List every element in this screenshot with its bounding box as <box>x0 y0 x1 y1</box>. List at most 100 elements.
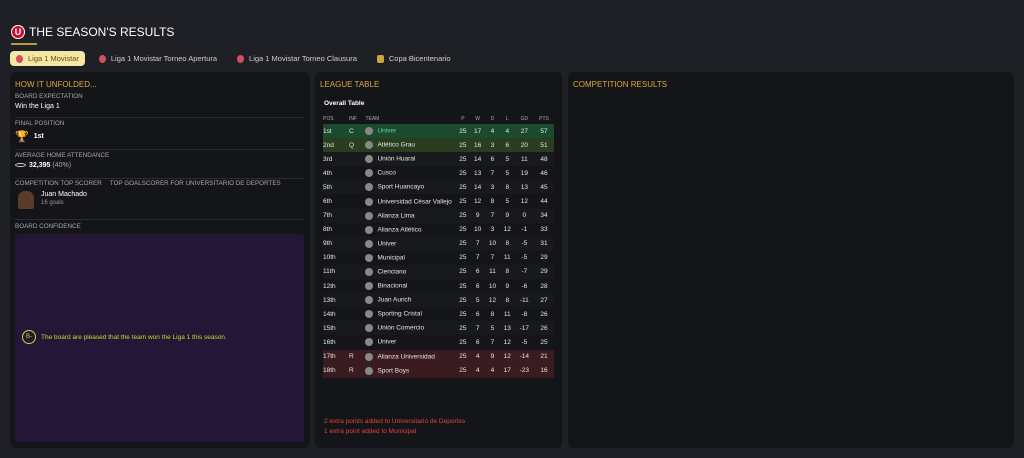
team-crest-icon <box>365 338 374 347</box>
cell[interactable]: Sporting Cristal <box>365 307 455 321</box>
tab-3[interactable]: Copa Bicentenario <box>371 51 457 66</box>
team-name[interactable]: Alianza Lima <box>377 212 415 220</box>
team-name[interactable]: Sport Boys <box>377 367 410 375</box>
table-row[interactable]: 6th Universidad César Vallejo 25 12 8 5 12 44 <box>323 194 554 208</box>
cell[interactable]: Alianza Atlético <box>365 223 455 237</box>
column-header[interactable]: TEAM <box>365 116 380 122</box>
cell: 17 <box>470 124 486 139</box>
team-name[interactable]: Alianza Universidad <box>377 353 435 361</box>
table-row[interactable]: 14th Sporting Cristal 25 6 8 11 -8 26 <box>323 307 554 321</box>
team-crest-icon <box>365 267 374 276</box>
cell: 10 <box>485 236 500 251</box>
cell: 12 <box>485 293 500 308</box>
column-header[interactable]: D <box>490 116 495 122</box>
team-name[interactable]: Cienciano <box>377 268 407 276</box>
tab-0[interactable]: Liga 1 Movistar <box>10 51 85 66</box>
team-name[interactable]: Atlético Grau <box>377 141 416 149</box>
cell: 7 <box>490 338 495 346</box>
team-name[interactable]: Juan Aurich <box>377 296 412 304</box>
team-name[interactable]: Sporting Cristal <box>377 310 422 318</box>
competition-tabs: Liga 1 Movistar Liga 1 Movistar Torneo Ap… <box>10 51 457 66</box>
column-header[interactable]: PTS <box>539 116 549 122</box>
cell: 57 <box>533 124 554 139</box>
team-name[interactable]: Unión Comercio <box>377 325 425 333</box>
table-row[interactable]: 16th Univer 25 6 7 12 -5 25 <box>323 335 554 349</box>
team-name[interactable]: Binacional <box>377 282 408 290</box>
column-header[interactable]: GD <box>520 116 529 122</box>
cell: 12th <box>323 282 336 290</box>
cell: 44 <box>540 198 548 206</box>
cell[interactable]: Municipal <box>365 251 455 265</box>
table-row[interactable]: 5th Sport Huancayo 25 14 3 8 13 45 <box>323 180 554 195</box>
cell[interactable]: Juan Aurich <box>365 293 456 308</box>
tab-1[interactable]: Liga 1 Movistar Torneo Apertura <box>93 51 223 66</box>
table-row[interactable]: 12th Binacional 25 6 10 9 -6 28 <box>323 279 554 293</box>
board-expectation: BOARD EXPECTATION Win the Liga 1 <box>15 93 304 118</box>
cell[interactable]: Sport Boys <box>365 363 456 378</box>
column-header[interactable]: L <box>505 116 509 122</box>
table-row[interactable]: 11th Cienciano 25 6 11 8 -7 29 <box>323 264 554 280</box>
cell[interactable]: Unión Huaral <box>365 152 456 167</box>
column-header[interactable]: P <box>461 116 465 122</box>
cell: R <box>348 349 366 364</box>
team-crest-icon <box>365 282 374 291</box>
team-name[interactable]: Univer <box>377 240 397 248</box>
table-row[interactable]: 9th Univer 25 7 10 8 -5 31 <box>323 236 554 251</box>
table-row[interactable]: 4th Cusco 25 13 7 5 19 46 <box>323 166 554 180</box>
home-attendance: AVERAGE HOME ATTENDANCE 32,395 (40%) <box>15 152 304 179</box>
team-name[interactable]: Universidad César Vallejo <box>377 198 452 206</box>
team-name[interactable]: Unión Huaral <box>377 155 416 163</box>
cell[interactable]: Univer <box>365 335 455 349</box>
cell: 28 <box>540 282 548 290</box>
player-name[interactable]: Juan Machado <box>41 191 87 198</box>
table-row[interactable]: 2nd Q Atlético Grau 25 16 3 6 20 51 <box>323 138 554 153</box>
table-row[interactable]: 8th Alianza Atlético 25 10 3 12 -1 33 <box>323 223 554 237</box>
cell[interactable]: Cienciano <box>365 264 456 280</box>
column-header[interactable]: POS <box>323 116 334 122</box>
cell[interactable]: Binacional <box>365 279 455 293</box>
column-header[interactable]: INF <box>348 116 357 122</box>
table-row[interactable]: 18th R Sport Boys 25 4 4 17 -23 16 <box>323 363 554 378</box>
label: FINAL POSITION <box>15 120 65 127</box>
cell: 9th <box>323 236 349 251</box>
cell: -8 <box>521 310 528 318</box>
team-name[interactable]: Cusco <box>377 170 396 178</box>
table-row[interactable]: 17th R Alianza Universidad 25 4 9 12 -14 21 <box>323 349 554 364</box>
cell: 17th <box>323 349 349 364</box>
team-crest-icon <box>365 310 374 319</box>
team-crest-icon <box>365 211 374 220</box>
table-row[interactable]: 10th Municipal 25 7 7 11 -5 29 <box>323 251 554 265</box>
cell[interactable]: Alianza Universidad <box>365 349 456 364</box>
cell: 29 <box>540 254 548 262</box>
team-name[interactable]: Univer <box>377 339 397 347</box>
cell[interactable]: Alianza Lima <box>365 208 456 223</box>
cell[interactable]: Cusco <box>365 166 455 180</box>
cell[interactable]: Univer <box>365 124 456 139</box>
cell[interactable]: Unión Comercio <box>365 321 456 336</box>
note: 2 extra points added to Universitario de… <box>324 418 466 425</box>
team-crest-icon <box>365 296 374 305</box>
cell[interactable]: Universidad César Vallejo <box>365 194 455 208</box>
cell: 29 <box>533 264 554 280</box>
table-row[interactable]: 1st C Univer 25 17 4 4 27 57 <box>323 124 554 139</box>
cell: 7 <box>485 208 500 223</box>
cell[interactable]: Sport Huancayo <box>365 180 456 195</box>
table-row[interactable]: 15th Unión Comercio 25 7 5 13 -17 26 <box>323 321 554 336</box>
table-row[interactable]: 3rd Unión Huaral 25 14 6 5 11 48 <box>323 152 554 167</box>
team-name[interactable]: Alianza Atlético <box>377 226 422 234</box>
team-name[interactable]: Sport Huancayo <box>377 184 425 192</box>
cell: Q <box>348 138 366 153</box>
stadium-icon <box>15 163 26 167</box>
team-name[interactable]: Municipal <box>377 254 405 262</box>
cell[interactable]: Atlético Grau <box>365 138 456 153</box>
table-row[interactable]: 7th Alianza Lima 25 9 7 9 0 34 <box>323 208 554 223</box>
player-avatar[interactable] <box>18 191 34 209</box>
label: BOARD CONFIDENCE <box>15 223 81 230</box>
table-row[interactable]: 13th Juan Aurich 25 5 12 8 -11 27 <box>323 293 554 308</box>
team-name[interactable]: Univer <box>377 127 397 135</box>
cell[interactable]: Univer <box>365 236 456 251</box>
tab-2[interactable]: Liga 1 Movistar Torneo Clausura <box>231 51 363 66</box>
cell <box>349 279 366 293</box>
cell: 12 <box>503 226 511 234</box>
column-header[interactable]: W <box>475 116 481 122</box>
